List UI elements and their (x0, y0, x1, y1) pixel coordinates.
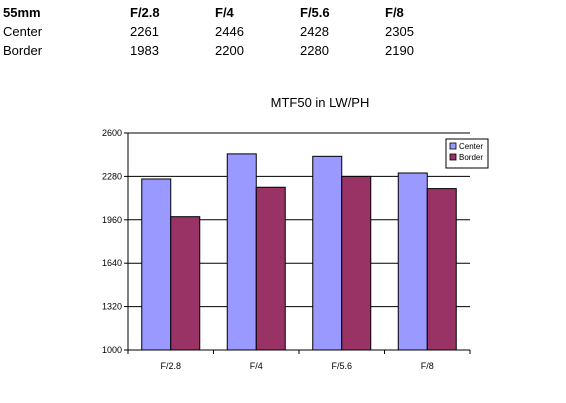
legend-swatch-border (449, 153, 457, 161)
x-tick-label: F/2.8 (160, 361, 181, 371)
y-tick-label: 2280 (102, 171, 122, 181)
bar-border (426, 188, 457, 351)
table-header-col: F/5.6 (300, 5, 330, 20)
legend-label-center: Center (459, 142, 483, 151)
x-axis-ticks: F/2.8 F/4 F/5.6 F/8 (127, 350, 471, 371)
table-header-col: F/4 (215, 5, 234, 20)
table-cell: 2280 (300, 43, 329, 58)
y-tick-label: 2600 (102, 128, 122, 138)
chart-title: MTF50 in LW/PH (271, 95, 370, 110)
bar-center (226, 153, 257, 351)
legend-swatch-center (449, 142, 457, 150)
table-cell: 1983 (130, 43, 159, 58)
legend: Center Border (445, 138, 489, 169)
table-row-label: Center (3, 24, 43, 39)
bar-center (141, 178, 172, 351)
x-tick-label: F/5.6 (331, 361, 352, 371)
x-tick-label: F/4 (250, 361, 263, 371)
y-axis-ticks: 1000 1320 1640 1960 2280 2600 (102, 128, 128, 355)
table-cell: 2428 (300, 24, 329, 39)
table-cell: 2200 (215, 43, 244, 58)
bar-border (170, 216, 201, 351)
x-tick-label: F/8 (421, 361, 434, 371)
bar-border (341, 175, 372, 351)
table-cell: 2446 (215, 24, 244, 39)
table-cell: 2190 (385, 43, 414, 58)
bar-border (255, 186, 286, 351)
y-tick-label: 1000 (102, 345, 122, 355)
table-row-label: Border (3, 43, 43, 58)
table-header-col: F/8 (385, 5, 404, 20)
bar-center (312, 155, 343, 351)
table-cell: 2305 (385, 24, 414, 39)
table-header-col: F/2.8 (130, 5, 160, 20)
y-tick-label: 1640 (102, 258, 122, 268)
y-tick-label: 1320 (102, 302, 122, 312)
legend-label-border: Border (459, 153, 483, 162)
table-cell: 2261 (130, 24, 159, 39)
y-tick-label: 1960 (102, 215, 122, 225)
bars (141, 153, 457, 351)
bar-center (397, 172, 428, 351)
table-header-lens: 55mm (3, 5, 41, 20)
